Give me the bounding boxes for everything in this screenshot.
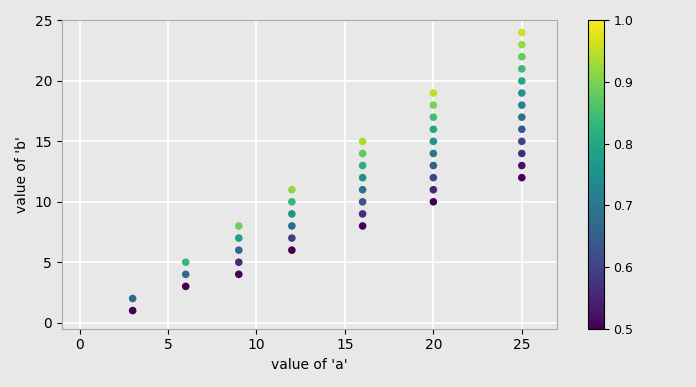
Point [428,102,439,108]
Point [233,271,244,277]
Point [516,78,528,84]
Point [233,235,244,241]
Point [428,187,439,193]
Point [516,175,528,181]
Point [516,138,528,144]
Point [286,247,297,253]
Point [516,66,528,72]
Point [357,187,368,193]
Point [428,138,439,144]
Point [286,223,297,229]
Point [516,29,528,36]
Point [357,199,368,205]
Point [428,90,439,96]
Point [357,223,368,229]
Y-axis label: value of 'b': value of 'b' [15,136,29,213]
Point [180,259,191,265]
Point [286,187,297,193]
Point [428,163,439,169]
Point [233,223,244,229]
Point [516,54,528,60]
Point [428,151,439,157]
Point [516,126,528,132]
Point [516,151,528,157]
Point [233,247,244,253]
Point [357,175,368,181]
Point [516,102,528,108]
Point [127,295,139,301]
Point [357,138,368,144]
Point [180,283,191,289]
Point [428,199,439,205]
Point [180,271,191,277]
Point [233,259,244,265]
Point [286,235,297,241]
Point [357,211,368,217]
Point [516,90,528,96]
Point [516,114,528,120]
Point [428,175,439,181]
Point [428,114,439,120]
X-axis label: value of 'a': value of 'a' [271,358,348,372]
Point [516,163,528,169]
Point [357,151,368,157]
Point [516,41,528,48]
Point [127,308,139,314]
Point [428,126,439,132]
Point [286,211,297,217]
Point [286,199,297,205]
Point [357,163,368,169]
